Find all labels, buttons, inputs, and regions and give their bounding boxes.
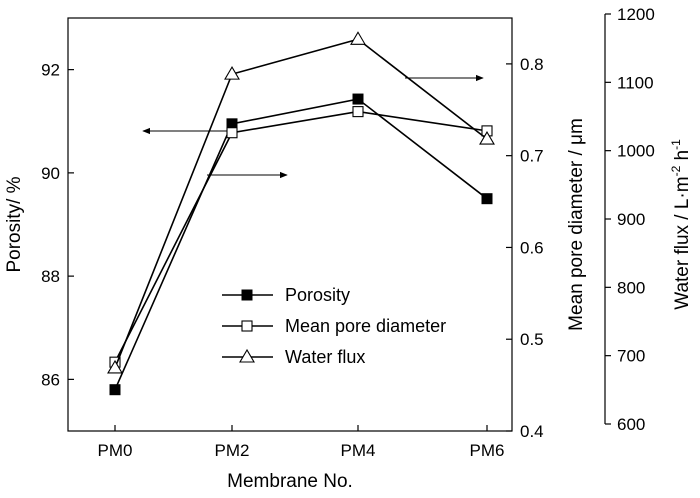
marker-filled-square xyxy=(481,193,493,205)
legend-item: Porosity xyxy=(222,285,350,305)
series-line xyxy=(114,38,488,369)
plot-frame xyxy=(67,17,513,432)
marker-filled-square xyxy=(241,289,253,301)
marker-open-square xyxy=(241,320,253,332)
right1-axis-tick-label: 0.6 xyxy=(520,238,544,257)
series-porosity xyxy=(109,93,493,396)
right2-axis-tick-label: 900 xyxy=(617,210,645,229)
marker-open-square xyxy=(226,127,238,139)
right2-axis-label-part: -2 xyxy=(669,165,683,176)
right2-axis-tick-label: 700 xyxy=(617,347,645,366)
right1-axis-label: Mean pore diameter / μm xyxy=(566,118,587,331)
right2-axis-label-part: h xyxy=(672,150,693,166)
marker-open-triangle xyxy=(107,359,123,374)
series-water-flux xyxy=(107,31,495,374)
left-axis-tick-label: 90 xyxy=(41,164,60,183)
series-line xyxy=(114,110,488,363)
legend-label: Porosity xyxy=(285,285,350,305)
left-axis-label: Porosity/ % xyxy=(4,176,25,272)
series-line xyxy=(114,98,488,391)
x-axis-label: Membrane No. xyxy=(227,471,353,492)
marker-open-triangle xyxy=(239,348,255,363)
legend-label: Mean pore diameter xyxy=(285,316,446,336)
marker-filled-square xyxy=(352,93,364,105)
right1-axis-tick-label: 0.5 xyxy=(520,330,544,349)
x-axis-tick-label: PM0 xyxy=(98,441,133,460)
series-layer xyxy=(107,31,495,396)
right2-axis-tick-label: 800 xyxy=(617,278,645,297)
right2-axis-tick-label: 600 xyxy=(617,415,645,434)
right1-axis-tick-label: 0.4 xyxy=(520,422,544,441)
x-axis-tick-label: PM6 xyxy=(470,441,505,460)
axes-layer: 86 88 90 92 Porosity/ % 0.4 0.5 0.6 0.7 0.8 Mean p… xyxy=(4,5,693,492)
right2-axis-label-part: -1 xyxy=(669,139,683,150)
legend-item: Water flux xyxy=(222,347,365,367)
right1-axis-tick-label: 0.8 xyxy=(520,55,544,74)
marker-open-triangle xyxy=(350,31,366,45)
legend-label: Water flux xyxy=(285,347,365,367)
annotation-layer xyxy=(142,74,484,179)
marker-open-triangle xyxy=(224,66,240,80)
right2-axis-label-part: Water flux / L·m xyxy=(672,176,693,309)
x-axis-tick-label: PM4 xyxy=(341,441,376,460)
left-axis-tick-label: 88 xyxy=(41,267,60,286)
left-axis-tick-label: 86 xyxy=(41,370,60,389)
right2-axis-tick-label: 1200 xyxy=(617,5,655,24)
marker-open-square xyxy=(352,106,364,118)
right1-axis-tick-label: 0.7 xyxy=(520,147,544,166)
right2-axis-label: Water flux / L·m-2 h-1 xyxy=(669,139,693,310)
right2-axis-tick-label: 1100 xyxy=(617,73,654,92)
marker-filled-square xyxy=(109,384,121,396)
right2-axis-tick-label: 1000 xyxy=(617,142,655,161)
legend: Porosity Mean pore diameter Water flux xyxy=(222,285,446,367)
x-axis-tick-label: PM2 xyxy=(215,441,250,460)
left-axis-tick-label: 92 xyxy=(41,61,60,80)
legend-item: Mean pore diameter xyxy=(222,316,446,336)
marker-open-triangle xyxy=(479,130,495,145)
